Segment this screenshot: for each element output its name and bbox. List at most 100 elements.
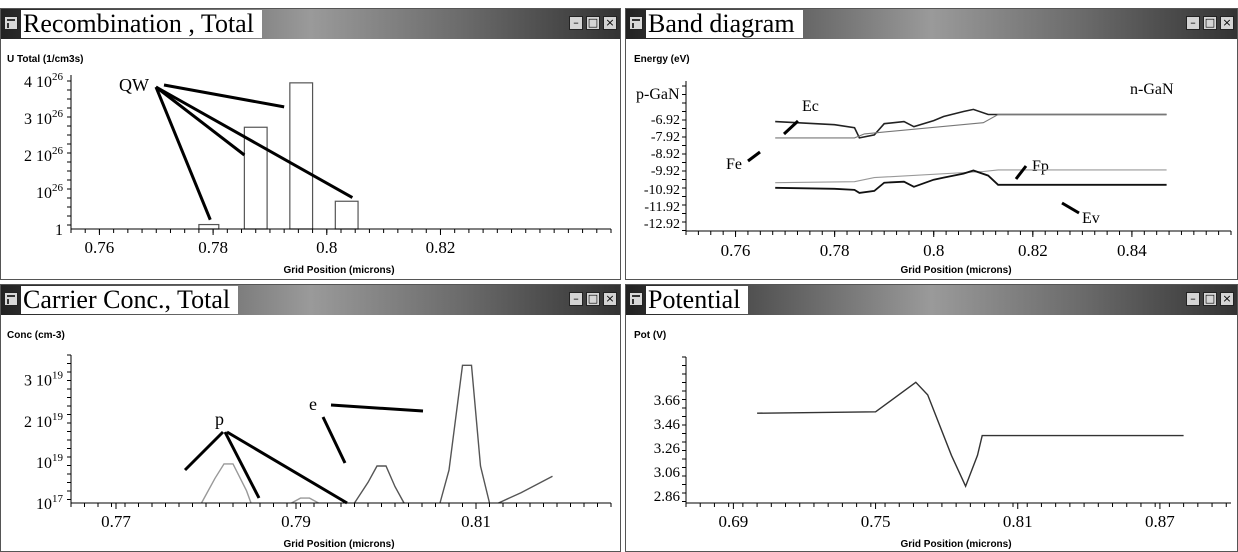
- y-axis-label: Pot (V): [634, 330, 666, 341]
- window-app-icon[interactable]: [629, 16, 643, 30]
- y-tick-label: 2 1026: [24, 145, 64, 165]
- p-pointer-3: [226, 430, 348, 505]
- fp-pointer: [1014, 165, 1028, 180]
- window-app-icon[interactable]: [4, 16, 18, 30]
- x-tick-label: 0.69: [719, 512, 749, 531]
- x-axis-label: Grid Position (microns): [283, 265, 394, 276]
- potential-title: Potential: [646, 286, 749, 314]
- x-tick-labels: 0.76 0.78 0.8 0.82: [85, 238, 456, 257]
- x-tick-label: 0.79: [281, 512, 311, 531]
- x-tick-label: 0.8: [923, 241, 944, 260]
- band-pointer-lines: [747, 119, 1080, 215]
- potential-titlebar[interactable]: Potential – □ ×: [626, 285, 1237, 315]
- recombination-bar-3: [289, 82, 314, 230]
- band-curve-fe: [775, 113, 1167, 139]
- y-tick-label: 3.46: [654, 417, 681, 433]
- y-tick-label: 2 1019: [24, 411, 64, 431]
- carrier-peak-4: [439, 364, 491, 504]
- x-tick-label: 0.75: [861, 512, 891, 531]
- minimize-button[interactable]: –: [1186, 16, 1200, 30]
- qw-pointer-lines: [154, 83, 354, 221]
- potential-line: [757, 381, 1184, 489]
- minimize-button[interactable]: –: [569, 292, 583, 306]
- x-tick-label: 0.77: [101, 512, 131, 531]
- x-tick-labels: 0.77 0.79 0.81: [101, 512, 491, 531]
- y-tick-labels: 3 1019 2 1019 1019 1017: [24, 370, 64, 513]
- y-tick-label: -10.92: [644, 183, 680, 198]
- qw-pointer-4: [155, 85, 354, 199]
- close-button[interactable]: ×: [1220, 292, 1234, 306]
- band-curves: [775, 108, 1167, 194]
- recombination-bar-4: [334, 200, 359, 230]
- y-axis-label: U Total (1/cm3s): [7, 54, 84, 65]
- x-tick-label: 0.82: [426, 238, 456, 257]
- window-app-icon[interactable]: [4, 292, 18, 306]
- carrier-plot: Conc (cm-3) Grid Position (microns) p e …: [1, 315, 620, 551]
- axis-ticks: [67, 80, 612, 235]
- maximize-button[interactable]: □: [586, 16, 600, 30]
- y-tick-label: 3 1019: [24, 370, 64, 390]
- potential-window[interactable]: Potential – □ × Pot (V) Grid Position (m…: [625, 284, 1238, 552]
- y-tick-label: 3.66: [654, 393, 681, 409]
- y-tick-label: 1026: [36, 182, 64, 202]
- minimize-button[interactable]: –: [1186, 292, 1200, 306]
- axis-ticks: [682, 85, 1232, 237]
- recombination-plot: U Total (1/cm3s) Grid Position (microns)…: [1, 39, 620, 279]
- band-window[interactable]: Band diagram – □ × Energy (eV) Grid Posi…: [625, 8, 1238, 280]
- x-tick-label: 0.82: [1018, 241, 1048, 260]
- x-tick-label: 0.84: [1117, 241, 1147, 260]
- y-tick-labels: -6.92 -7.92 -8.92 -9.92 -10.92 -11.92 -12.92: [644, 113, 680, 232]
- potential-curve: [757, 381, 1184, 489]
- maximize-button[interactable]: □: [586, 292, 600, 306]
- close-button[interactable]: ×: [603, 292, 617, 306]
- qw-pointer-3: [163, 83, 285, 109]
- window-app-icon[interactable]: [629, 292, 643, 306]
- recombination-titlebar[interactable]: Recombination , Total – □ ×: [1, 9, 620, 39]
- carrier-peak-5: [498, 475, 553, 504]
- carrier-curves: [200, 364, 553, 504]
- e-pointer-2: [330, 403, 424, 413]
- band-curve-fp: [775, 169, 1167, 184]
- close-button[interactable]: ×: [1220, 16, 1234, 30]
- x-tick-labels: 0.69 0.75 0.81 0.87: [719, 512, 1176, 531]
- band-title: Band diagram: [646, 10, 803, 38]
- recombination-bar-1: [198, 223, 220, 230]
- y-tick-label: -12.92: [644, 217, 680, 232]
- carrier-peak-3: [353, 465, 405, 504]
- minimize-button[interactable]: –: [569, 16, 583, 30]
- y-tick-label: -7.92: [651, 130, 680, 145]
- band-titlebar[interactable]: Band diagram – □ ×: [626, 9, 1237, 39]
- band-curve-ec: [775, 108, 1167, 139]
- x-tick-label: 0.78: [820, 241, 850, 260]
- maximize-button[interactable]: □: [1203, 292, 1217, 306]
- carrier-peak-1: [200, 463, 252, 504]
- x-tick-label: 0.8: [316, 238, 337, 257]
- x-tick-label: 0.78: [198, 238, 228, 257]
- carrier-window[interactable]: Carrier Conc., Total – □ × Conc (cm-3) G…: [0, 284, 621, 552]
- ec-pointer: [782, 119, 800, 136]
- y-axis-label: Conc (cm-3): [7, 330, 65, 341]
- recombination-window[interactable]: Recombination , Total – □ × U Total (1/c…: [0, 8, 621, 280]
- recombination-title: Recombination , Total: [21, 10, 262, 38]
- e-pointer-1: [321, 416, 347, 464]
- x-tick-label: 0.81: [1003, 512, 1033, 531]
- x-axis-label: Grid Position (microns): [283, 539, 394, 550]
- axis-ticks: [682, 356, 1227, 509]
- y-tick-label: 1019: [36, 452, 64, 472]
- x-tick-label: 0.76: [85, 238, 115, 257]
- potential-plot: Pot (V) Grid Position (microns) 3.66 3.46…: [626, 315, 1237, 551]
- y-tick-label: -9.92: [651, 164, 680, 179]
- x-tick-labels: 0.76 0.78 0.8 0.82 0.84: [721, 241, 1148, 260]
- maximize-button[interactable]: □: [1203, 16, 1217, 30]
- y-tick-label: -11.92: [644, 200, 680, 215]
- x-tick-label: 0.76: [721, 241, 751, 260]
- n-gan-label: n-GaN: [1130, 81, 1174, 98]
- x-axis-label: Grid Position (microns): [900, 265, 1011, 276]
- y-tick-labels: 3.66 3.46 3.26 3.06 2.86: [654, 393, 681, 505]
- close-button[interactable]: ×: [603, 16, 617, 30]
- y-tick-label: 1: [55, 222, 63, 239]
- fe-pointer: [747, 150, 761, 163]
- carrier-titlebar[interactable]: Carrier Conc., Total – □ ×: [1, 285, 620, 315]
- axis-ticks: [67, 354, 612, 509]
- ec-label: Ec: [802, 98, 819, 115]
